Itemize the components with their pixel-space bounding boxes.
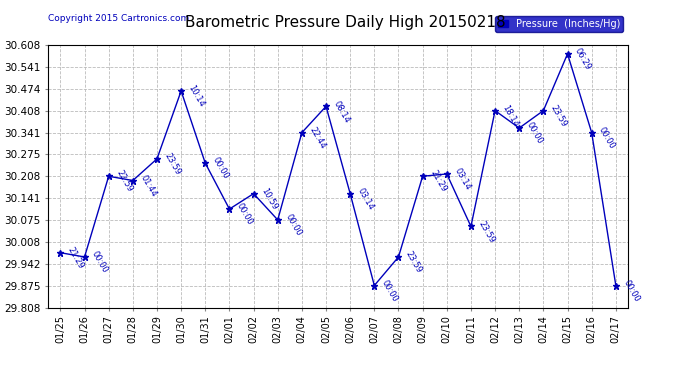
Text: 00:00: 00:00 [235, 202, 255, 227]
Text: 01:44: 01:44 [139, 173, 158, 198]
Text: 23:59: 23:59 [163, 152, 182, 177]
Text: 10:14: 10:14 [187, 84, 206, 109]
Text: 18:14: 18:14 [501, 104, 520, 129]
Text: 10:59: 10:59 [259, 186, 279, 211]
Text: 00:00: 00:00 [525, 121, 544, 146]
Text: 22:44: 22:44 [308, 125, 327, 150]
Text: 08:14: 08:14 [332, 99, 351, 124]
Text: 22:59: 22:59 [115, 169, 134, 194]
Text: 00:00: 00:00 [284, 213, 303, 238]
Text: Barometric Pressure Daily High 20150218: Barometric Pressure Daily High 20150218 [185, 15, 505, 30]
Text: 23:59: 23:59 [404, 250, 424, 275]
Text: 21:29: 21:29 [66, 245, 86, 270]
Text: 00:00: 00:00 [380, 278, 400, 303]
Text: 03:14: 03:14 [453, 166, 472, 192]
Text: 00:00: 00:00 [90, 250, 110, 275]
Text: 00:00: 00:00 [622, 278, 641, 303]
Legend: Pressure  (Inches/Hg): Pressure (Inches/Hg) [495, 16, 623, 32]
Text: 00:00: 00:00 [598, 125, 617, 150]
Text: 21:29: 21:29 [428, 169, 448, 194]
Text: 00:00: 00:00 [211, 156, 230, 181]
Text: Copyright 2015 Cartronics.com: Copyright 2015 Cartronics.com [48, 13, 190, 22]
Text: 23:59: 23:59 [549, 104, 569, 129]
Text: 03:14: 03:14 [356, 186, 375, 211]
Text: 23:59: 23:59 [477, 219, 496, 245]
Text: 06:29: 06:29 [573, 46, 593, 72]
